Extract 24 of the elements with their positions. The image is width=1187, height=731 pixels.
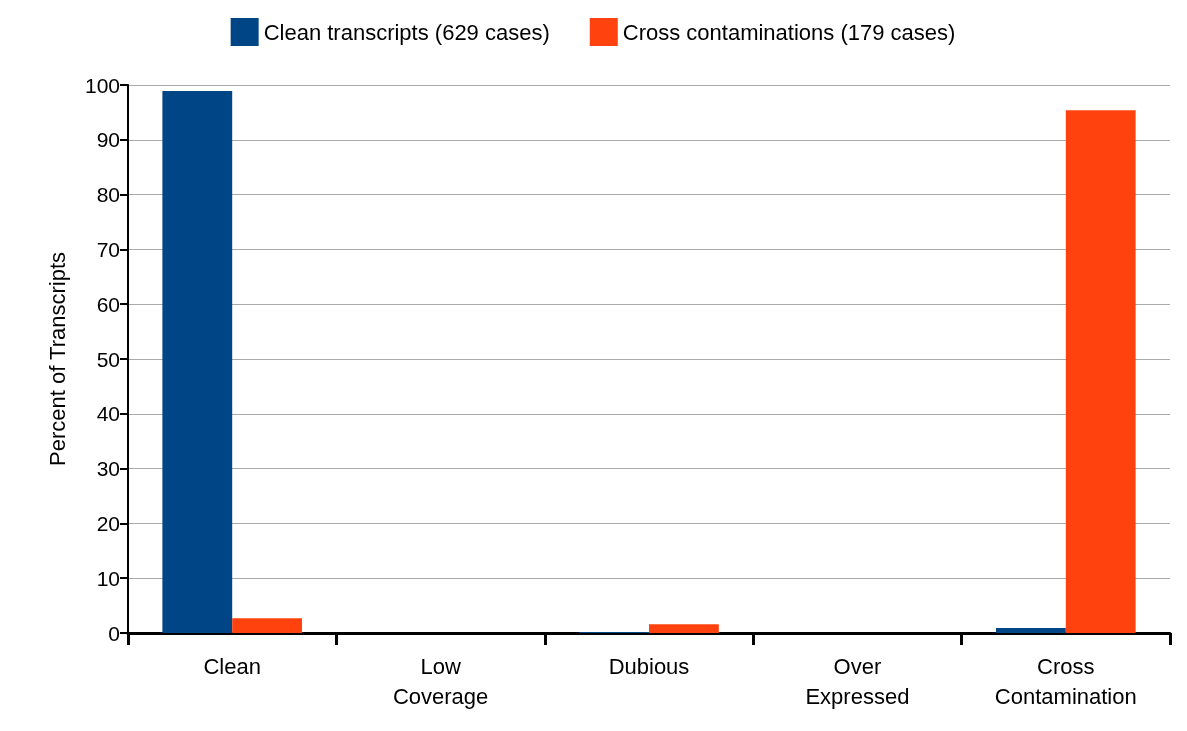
x-tick-label: Low Coverage: [392, 653, 489, 709]
y-tick-label: 70: [96, 237, 120, 261]
y-tick-label: 40: [96, 402, 120, 426]
x-tick-label: Clean: [203, 653, 261, 679]
x-tick-label: Over Expressed: [805, 653, 910, 709]
x-tick-label: Dubious: [608, 653, 690, 679]
x-tick-label: Cross Contamination: [994, 653, 1137, 709]
y-axis-title: Percent of Transcripts: [44, 252, 70, 466]
legend-label: Clean transcripts (629 cases): [263, 19, 550, 45]
legend-label: Cross contaminations (179 cases): [622, 19, 956, 45]
y-tick-label: 0: [108, 621, 120, 645]
bar: [162, 91, 233, 633]
y-tick-label: 60: [96, 292, 120, 316]
bar: [995, 628, 1066, 633]
y-tick-label: 80: [96, 183, 120, 207]
bar: [232, 618, 303, 633]
bar: [649, 624, 719, 633]
y-tick-label: 10: [96, 566, 120, 590]
y-tick-label: 100: [84, 73, 120, 97]
bar: [1065, 110, 1136, 633]
y-tick-label: 50: [96, 347, 120, 371]
y-tick-label: 20: [96, 511, 120, 535]
y-tick-label: 90: [96, 128, 120, 152]
y-tick-label: 30: [96, 457, 120, 481]
